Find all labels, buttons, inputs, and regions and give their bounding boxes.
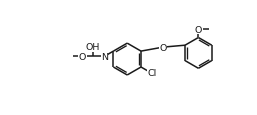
Text: OH: OH [86, 43, 100, 52]
Text: O: O [195, 25, 202, 34]
Text: Cl: Cl [147, 68, 157, 77]
Text: O: O [79, 52, 86, 61]
Text: O: O [159, 43, 167, 52]
Text: N: N [101, 52, 108, 61]
